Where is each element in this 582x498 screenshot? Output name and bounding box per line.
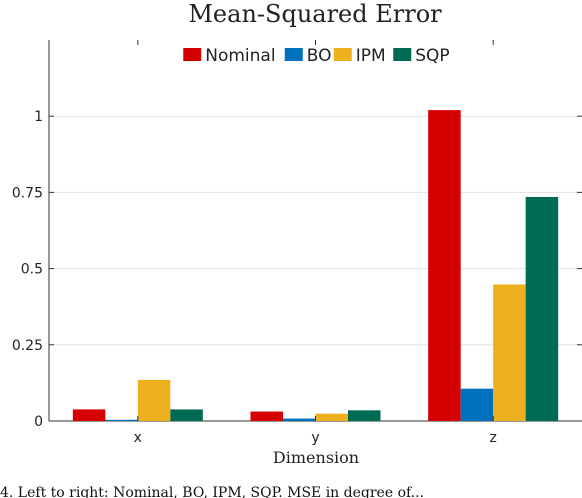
bar-nominal-x xyxy=(72,409,106,421)
chart-title: Mean-Squared Error xyxy=(188,0,442,28)
legend: Nominal BO IPM SQP xyxy=(183,46,450,66)
legend-label-bo: BO xyxy=(307,46,332,66)
plot-area: 0 0.25 0.5 0.75 1 x y z xyxy=(12,40,582,446)
bar-nominal-y xyxy=(250,411,283,421)
legend-label-ipm: IPM xyxy=(356,46,386,66)
figure-caption: 4. Left to right: Nominal, BO, IPM, SQP.… xyxy=(0,485,424,498)
bar-ipm-x xyxy=(137,379,171,421)
bar-sqp-y xyxy=(348,410,381,421)
legend-swatch-ipm xyxy=(333,48,352,61)
legend-swatch-nominal xyxy=(183,48,202,61)
legend-label-sqp: SQP xyxy=(415,46,449,66)
y-tick-label: 0.75 xyxy=(12,185,43,201)
bar-bo-y xyxy=(283,418,316,421)
x-tick-label: y xyxy=(311,430,319,446)
bar-sqp-x xyxy=(170,409,203,421)
x-tick-label: z xyxy=(489,430,496,446)
bar-bo-z xyxy=(460,388,494,421)
legend-label-nominal: Nominal xyxy=(205,46,275,66)
bar-ipm-y xyxy=(315,413,348,421)
x-tick-label: x xyxy=(134,430,142,446)
bar-nominal-z xyxy=(428,110,461,421)
bar-ipm-z xyxy=(493,284,526,421)
legend-swatch-sqp xyxy=(393,48,412,61)
y-tick-label: 1 xyxy=(34,109,43,125)
bar-bo-x xyxy=(105,419,138,421)
y-tick-label: 0.25 xyxy=(12,338,43,354)
legend-swatch-bo xyxy=(284,48,303,61)
y-tick-label: 0.5 xyxy=(21,262,43,278)
x-axis-title: Dimension xyxy=(273,448,359,467)
y-tick-label: 0 xyxy=(34,414,43,430)
bar-sqp-z xyxy=(525,196,559,421)
